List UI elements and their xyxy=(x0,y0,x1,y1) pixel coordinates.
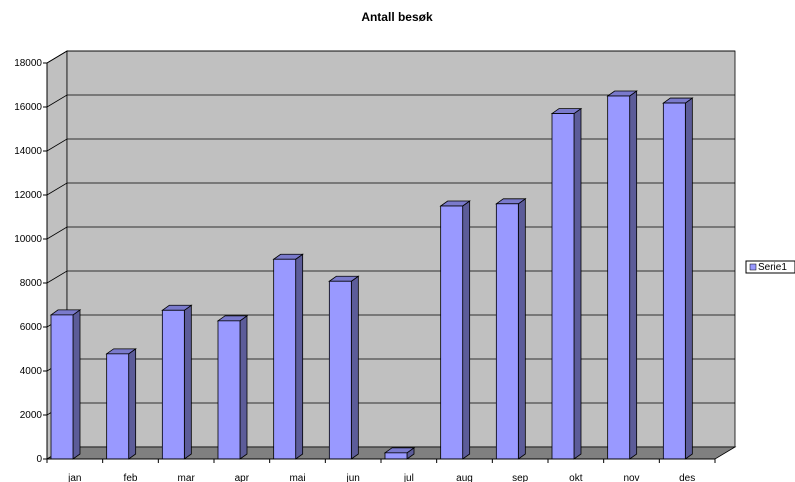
bar-front xyxy=(273,258,297,460)
x-tick-label: apr xyxy=(235,473,250,482)
bar-front xyxy=(551,113,575,460)
y-tick-label: 12000 xyxy=(14,190,42,201)
bar-aug xyxy=(439,200,471,460)
y-tick-label: 18000 xyxy=(14,58,42,69)
y-tick-label: 0 xyxy=(36,454,42,465)
bar-side xyxy=(295,253,304,460)
bar-front xyxy=(50,314,74,460)
x-tick-label: aug xyxy=(456,473,473,482)
gridline xyxy=(46,138,735,152)
x-tick-label: okt xyxy=(569,473,583,482)
legend-swatch xyxy=(749,263,757,271)
bar-front xyxy=(662,102,686,460)
y-tick-label: 4000 xyxy=(20,366,43,377)
bar-mar xyxy=(161,304,193,460)
bar-side xyxy=(684,97,693,460)
x-tick-label: feb xyxy=(124,473,138,482)
bar-front xyxy=(106,353,130,460)
bar-front xyxy=(217,320,241,460)
bar-side xyxy=(183,304,192,460)
legend: Serie1 xyxy=(745,260,795,274)
bar-side xyxy=(517,198,526,460)
bar-mai xyxy=(272,253,304,460)
gridline xyxy=(46,182,735,196)
bar-side xyxy=(239,315,248,460)
x-tick-label: mar xyxy=(178,473,196,482)
y-tick-label: 10000 xyxy=(14,234,42,245)
legend-label: Serie1 xyxy=(758,262,787,273)
bar-side xyxy=(128,348,137,460)
x-axis: jan feb mar apr mai jun jul aug sep okt nov des xyxy=(46,458,716,482)
y-tick-label: 6000 xyxy=(20,322,43,333)
bar-front xyxy=(161,309,185,460)
bar-side xyxy=(72,309,81,460)
x-tick-label: jun xyxy=(345,473,359,482)
bar-front xyxy=(328,280,352,460)
bar-okt xyxy=(550,107,583,460)
bar-apr xyxy=(216,315,249,460)
x-tick-label: des xyxy=(679,473,695,482)
y-tick-label: 2000 xyxy=(20,410,43,421)
gridline xyxy=(46,94,735,108)
bar-side xyxy=(350,275,359,460)
legend-box xyxy=(745,260,795,274)
bar-front xyxy=(495,203,519,460)
x-tick-label: jul xyxy=(403,473,414,482)
bar-jun xyxy=(328,275,360,460)
y-tick-label: 16000 xyxy=(14,102,42,113)
y-tick-label: 14000 xyxy=(14,146,42,157)
x-tick-label: nov xyxy=(623,473,639,482)
x-tick-label: sep xyxy=(512,473,529,482)
bar-side xyxy=(462,200,471,460)
bar-sep xyxy=(495,198,527,460)
bar-side xyxy=(573,107,582,460)
bar-side xyxy=(629,90,638,460)
bar-jan xyxy=(49,309,82,460)
bar-jul xyxy=(383,447,416,460)
x-tick-label: mai xyxy=(289,473,305,482)
x-tick-label: jan xyxy=(67,473,81,482)
bar-front xyxy=(607,95,631,460)
bar-front xyxy=(440,205,464,460)
gridline xyxy=(46,50,735,64)
bar-nov xyxy=(606,90,638,460)
bar-des xyxy=(662,97,694,460)
bar-feb xyxy=(105,348,137,460)
y-tick-label: 8000 xyxy=(20,278,43,289)
y-axis: 0 2000 4000 6000 8000 10000 12000 14000 16000 180… xyxy=(14,58,48,465)
chart-title: Antall besøk xyxy=(361,10,433,24)
bar-front xyxy=(384,452,408,460)
